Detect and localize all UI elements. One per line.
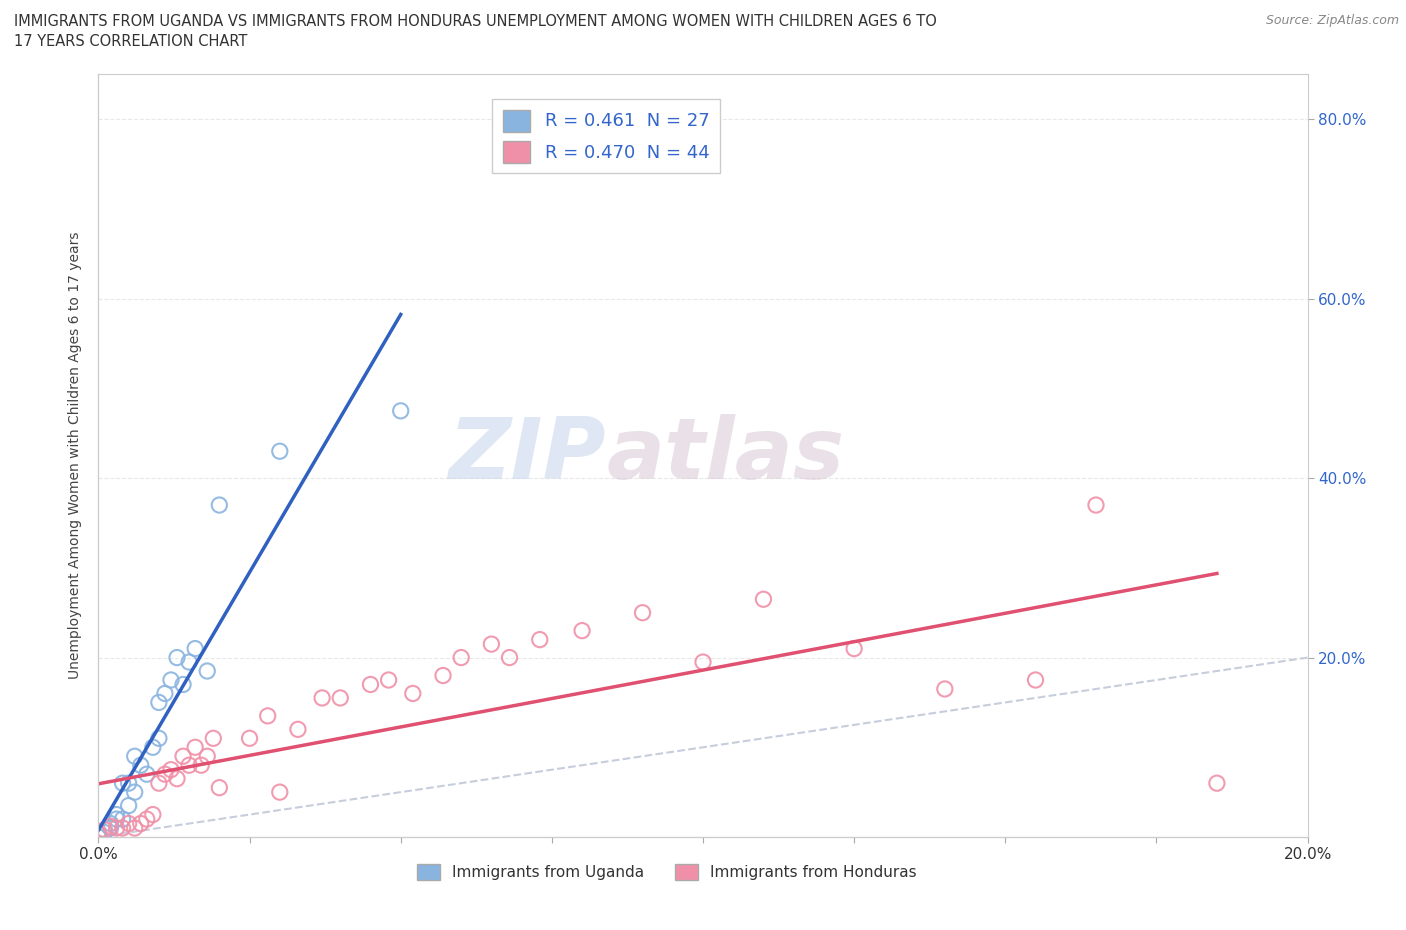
Point [389, 404, 412, 418]
Point [481, 637, 503, 652]
Point [111, 776, 134, 790]
Point [360, 677, 382, 692]
Legend: Immigrants from Uganda, Immigrants from Honduras: Immigrants from Uganda, Immigrants from … [411, 858, 922, 886]
Point [111, 812, 134, 827]
Point [93, 825, 115, 840]
Point [153, 686, 176, 701]
Point [105, 807, 128, 822]
Point [202, 731, 225, 746]
Point [111, 820, 134, 835]
Point [844, 641, 866, 656]
Point [529, 632, 551, 647]
Point [172, 677, 194, 692]
Point [195, 749, 218, 764]
Point [311, 690, 333, 705]
Point [934, 682, 956, 697]
Point [184, 740, 207, 755]
Point [1024, 672, 1046, 687]
Point [329, 690, 352, 705]
Point [172, 749, 194, 764]
Point [190, 758, 212, 773]
Point [752, 591, 775, 606]
Point [129, 817, 152, 831]
Point [571, 623, 593, 638]
Text: 17 YEARS CORRELATION CHART: 17 YEARS CORRELATION CHART [14, 34, 247, 49]
Point [179, 758, 201, 773]
Text: IMMIGRANTS FROM UGANDA VS IMMIGRANTS FROM HONDURAS UNEMPLOYMENT AMONG WOMEN WITH: IMMIGRANTS FROM UGANDA VS IMMIGRANTS FRO… [14, 14, 936, 29]
Point [269, 444, 291, 458]
Point [124, 749, 146, 764]
Point [166, 650, 188, 665]
Point [124, 820, 146, 835]
Point [87, 825, 110, 840]
Point [195, 664, 218, 679]
Point [105, 812, 128, 827]
Point [100, 820, 122, 835]
Point [377, 672, 399, 687]
Point [1085, 498, 1108, 512]
Point [142, 740, 165, 755]
Point [100, 817, 122, 831]
Point [148, 731, 170, 746]
Point [129, 758, 152, 773]
Point [124, 785, 146, 800]
Point [631, 605, 654, 620]
Point [148, 776, 170, 790]
Point [450, 650, 472, 665]
Point [93, 822, 115, 837]
Point [118, 798, 141, 813]
Y-axis label: Unemployment Among Women with Children Ages 6 to 17 years: Unemployment Among Women with Children A… [69, 232, 83, 680]
Point [179, 655, 201, 670]
Point [142, 807, 165, 822]
Point [148, 695, 170, 710]
Point [153, 766, 176, 781]
Point [87, 830, 110, 844]
Point [100, 818, 122, 833]
Point [1206, 776, 1229, 790]
Point [184, 641, 207, 656]
Point [135, 812, 157, 827]
Point [287, 722, 309, 737]
Point [256, 709, 278, 724]
Point [118, 776, 141, 790]
Point [166, 771, 188, 786]
Point [135, 766, 157, 781]
Point [432, 668, 454, 683]
Point [208, 498, 231, 512]
Text: ZIP: ZIP [449, 414, 606, 498]
Text: Source: ZipAtlas.com: Source: ZipAtlas.com [1265, 14, 1399, 27]
Text: atlas: atlas [606, 414, 845, 498]
Point [208, 780, 231, 795]
Point [269, 785, 291, 800]
Point [160, 763, 183, 777]
Point [160, 672, 183, 687]
Point [105, 820, 128, 835]
Point [402, 686, 425, 701]
Point [239, 731, 262, 746]
Point [498, 650, 520, 665]
Point [692, 655, 714, 670]
Point [118, 817, 141, 831]
